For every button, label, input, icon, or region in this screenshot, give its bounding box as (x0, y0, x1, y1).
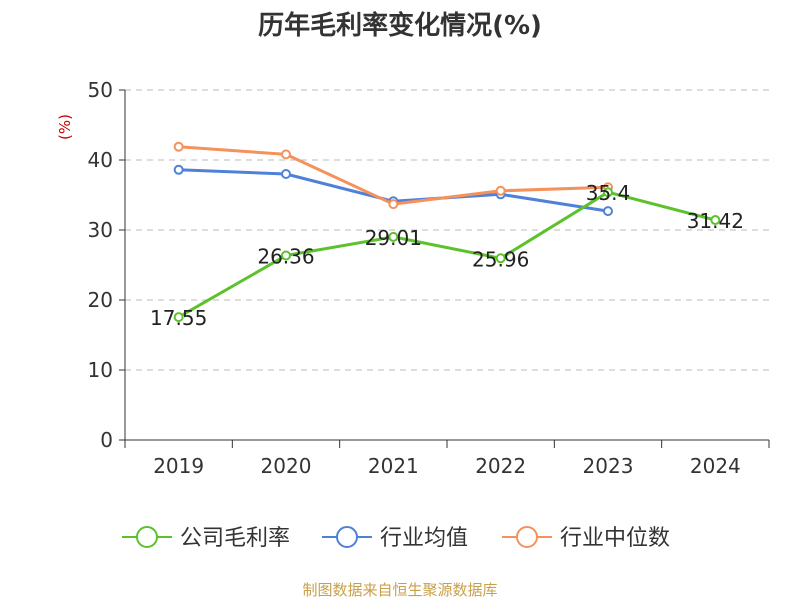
legend-marker (136, 526, 158, 548)
x-tick-label: 2019 (153, 454, 204, 478)
y-tick-label: 20 (88, 288, 113, 312)
data-point (173, 164, 184, 175)
data-point (281, 250, 291, 261)
x-tick-label: 2023 (583, 454, 634, 478)
y-tick-label: 40 (88, 148, 113, 172)
data-point (281, 169, 291, 179)
legend: 公司毛利率 行业均值 行业中位数 (122, 526, 670, 551)
data-label: 35.4 (586, 181, 631, 205)
legend-marker (516, 526, 538, 548)
series-layer (173, 141, 721, 323)
y-tick-label: 10 (88, 358, 113, 382)
series-line-0 (177, 190, 717, 319)
legend-label: 公司毛利率 (180, 526, 290, 551)
data-point (495, 185, 506, 196)
axis-layer: 0 10 20 30 40 50 2019 2020 2021 2022 2023 2024 (88, 78, 770, 478)
data-point (173, 141, 184, 152)
x-tick-label: 2024 (690, 454, 741, 478)
data-point (710, 215, 721, 226)
legend-label: 行业均值 (380, 526, 468, 551)
data-point (173, 312, 184, 323)
legend-marker (336, 526, 358, 548)
y-tick-label: 30 (88, 218, 113, 242)
data-label: 26.36 (257, 244, 314, 268)
legend-label: 行业中位数 (560, 526, 670, 551)
source-note: 制图数据来自恒生聚源数据库 (302, 581, 497, 599)
y-tick-label: 0 (100, 428, 113, 452)
y-tick-label: 50 (88, 78, 113, 102)
data-point (281, 149, 291, 160)
data-label: 31.42 (687, 209, 744, 233)
data-label: 17.55 (150, 306, 207, 330)
chart-title: 历年毛利率变化情况(%) (258, 10, 542, 41)
data-label: 29.01 (365, 226, 422, 250)
data-point (388, 231, 399, 242)
data-point (603, 187, 613, 198)
data-point (388, 199, 399, 210)
y-axis-label: (%) (56, 114, 74, 140)
data-point (495, 253, 506, 264)
x-tick-label: 2022 (475, 454, 526, 478)
x-tick-label: 2020 (261, 454, 312, 478)
grid-layer (125, 89, 769, 371)
data-label-layer: 17.55 26.36 29.01 25.96 35.4 31.42 (150, 181, 744, 330)
series-line-2 (177, 145, 610, 206)
x-tick-label: 2021 (368, 454, 419, 478)
data-label: 25.96 (472, 247, 529, 271)
data-point (603, 206, 613, 217)
